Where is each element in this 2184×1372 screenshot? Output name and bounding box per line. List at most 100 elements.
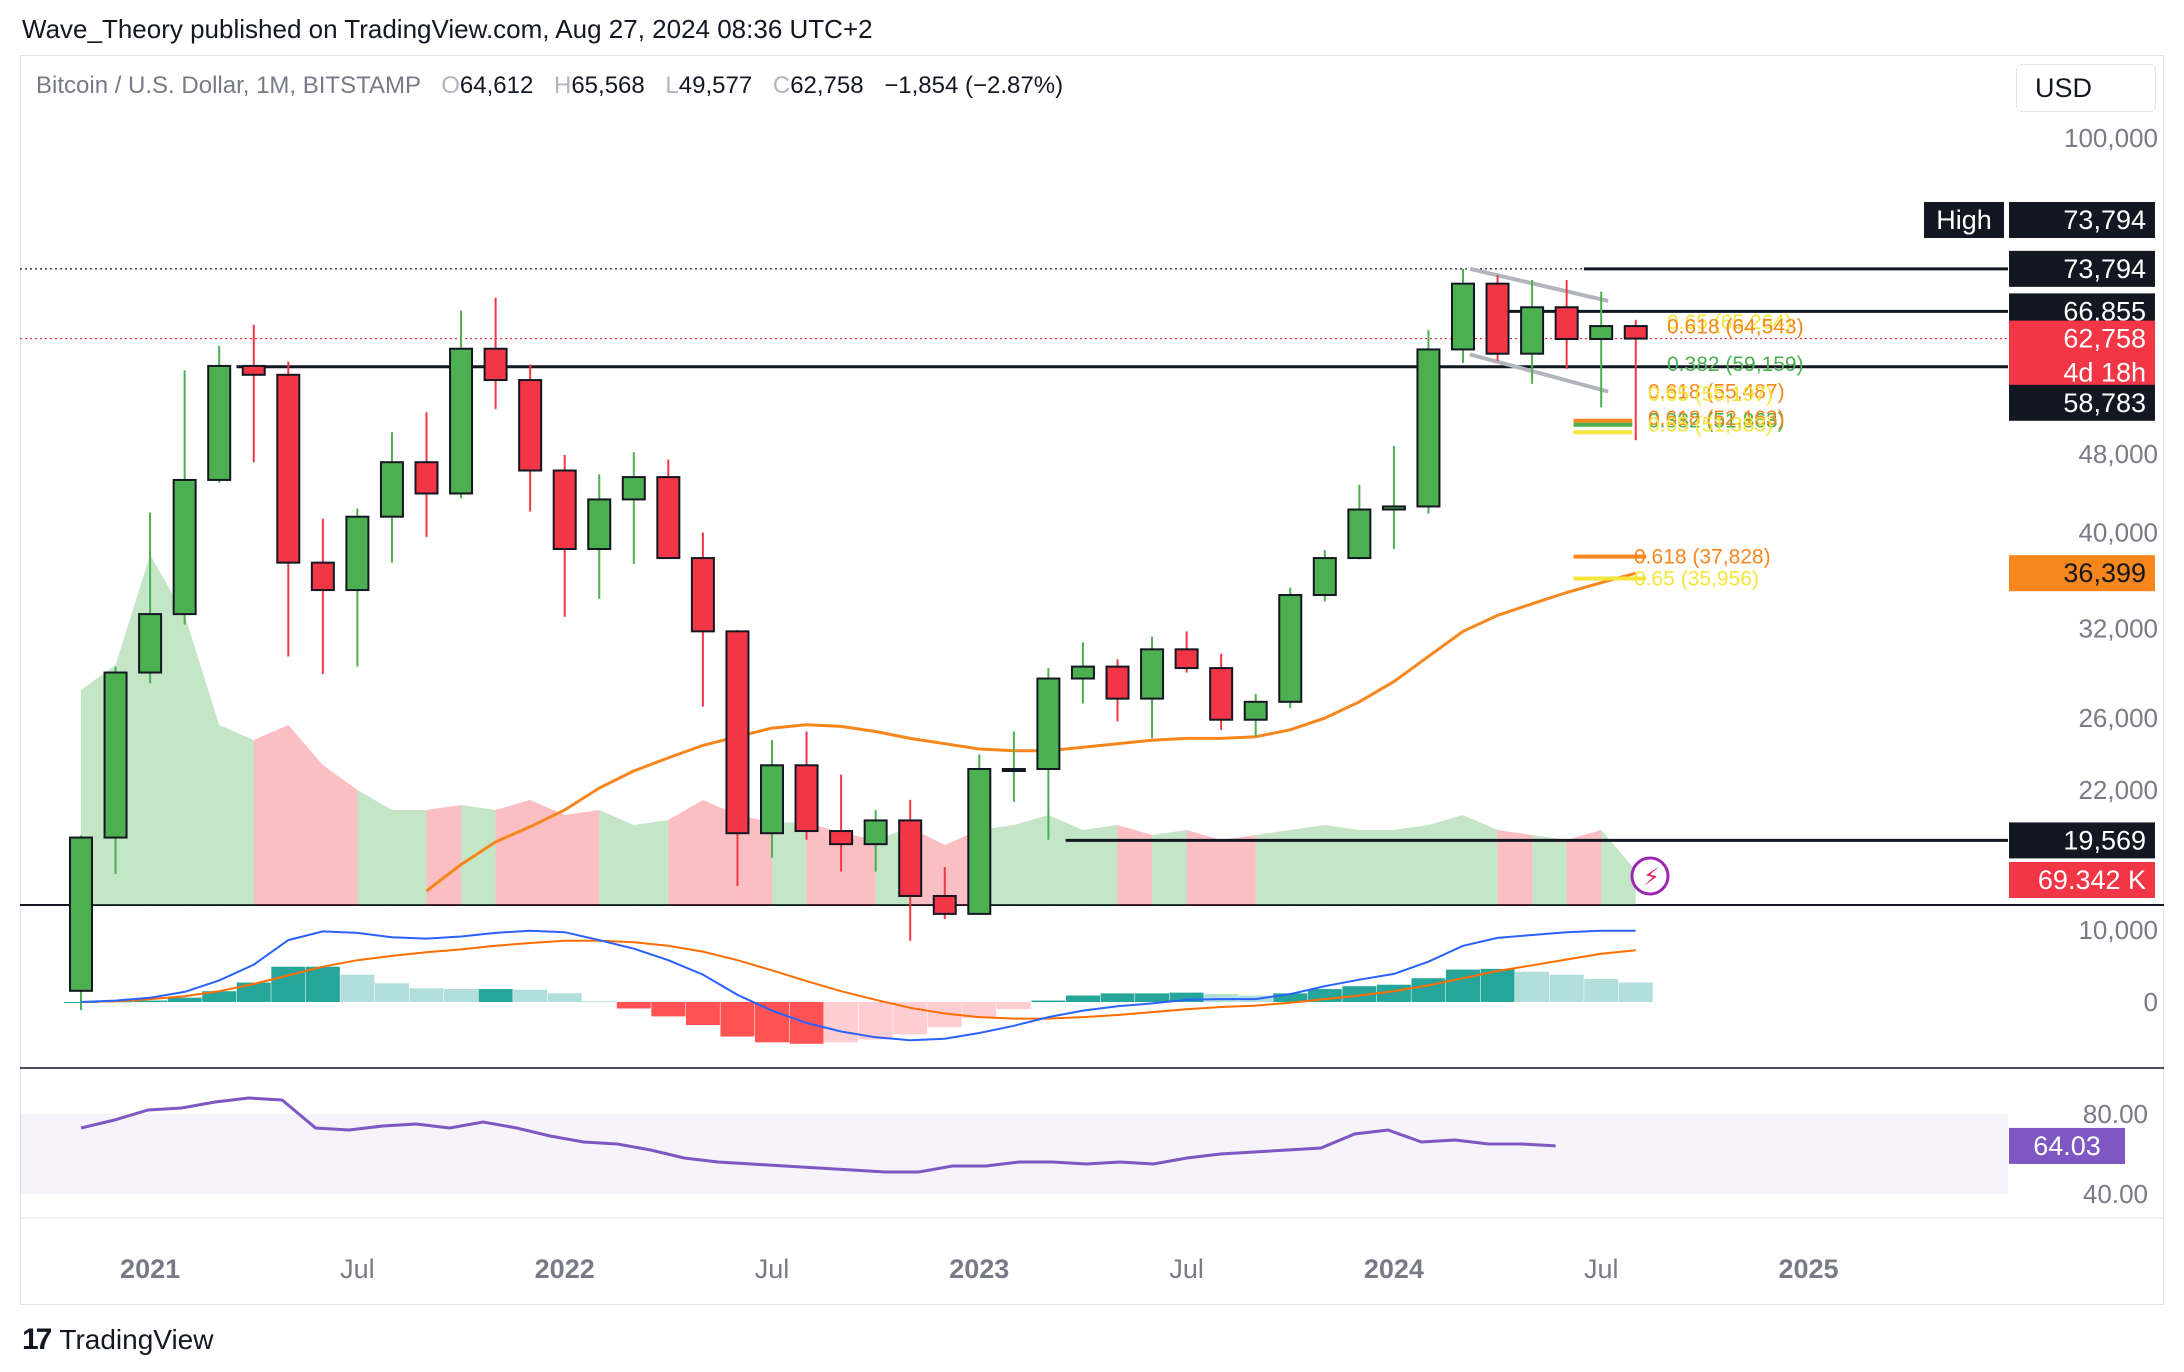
macd-signal-line: [80, 939, 1636, 1020]
macd-histogram-bar: [1446, 969, 1480, 1002]
ema-price-tag: 36,399: [2063, 558, 2146, 588]
candle-body: [172, 478, 197, 616]
macd-histogram-bar: [340, 974, 375, 1002]
rsi-value-tag: 64.03: [2033, 1131, 2101, 1161]
macd-histogram-bar: [996, 1002, 1031, 1010]
macd-histogram-bar: [1273, 993, 1308, 1002]
rsi-value-tag-bg: [2009, 1127, 2125, 1164]
volume-area-segment: [633, 820, 669, 905]
candle-body: [863, 819, 888, 846]
volume-tag: 69.342 K: [2038, 865, 2146, 895]
chart-frame: [20, 55, 2164, 1305]
candle-body: [103, 671, 128, 839]
volume-area-segment: [184, 615, 220, 905]
ema-price-tag-bg: [2009, 555, 2155, 592]
candle-body: [1589, 325, 1614, 341]
volume-area-segment: [1013, 815, 1049, 905]
candle-body: [414, 461, 439, 495]
high-tag-bg: [1924, 202, 2004, 238]
candle-body: [898, 819, 923, 897]
close-label: C: [772, 72, 791, 99]
candle-body: [621, 476, 646, 501]
currency-button[interactable]: USD: [2016, 64, 2156, 112]
macd-histogram-bar: [1411, 978, 1446, 1002]
fib-label: 0.382 (51,863): [1648, 410, 1785, 433]
candle-body: [1554, 306, 1579, 341]
volume-area-segment: [1152, 830, 1187, 905]
rsi-axis-tick: 40.00: [2083, 1179, 2148, 1209]
ohlc-legend: Bitcoin / U.S. Dollar, 1M, BITSTAMP O64,…: [36, 72, 1063, 100]
flag-upper-line: [1469, 266, 1609, 303]
macd-histogram-bar: [685, 1002, 720, 1026]
volume-area-segment: [495, 800, 531, 905]
volume-area-segment: [391, 810, 427, 905]
volume-area-segment: [737, 815, 772, 905]
candle-body: [1001, 767, 1026, 772]
volume-area-segment: [1117, 825, 1153, 905]
macd-histogram-bar: [444, 989, 479, 1002]
price-tag-19569-bg: [2009, 822, 2155, 859]
ema-line: [425, 571, 1637, 893]
price-axis-tick: 48,000: [2078, 439, 2158, 469]
candle-body: [1485, 282, 1510, 355]
rsi-band: [20, 1114, 2008, 1194]
macd-histogram-bar: [720, 1002, 755, 1037]
high-price-tag: 73,794: [2063, 205, 2146, 235]
rsi-line: [80, 1096, 1556, 1174]
macd-histogram-bar: [167, 997, 202, 1002]
macd-histogram-bar: [824, 1002, 859, 1043]
macd-histogram-bar: [409, 988, 444, 1002]
fib-label: 0.618 (64,543): [1667, 316, 1804, 339]
macd-histogram-bar: [1480, 968, 1515, 1002]
candle-body: [760, 764, 784, 835]
volume-area-segment: [219, 725, 254, 905]
tradingview-logo[interactable]: 17 TradingView: [22, 1320, 213, 1360]
volume-area-segment: [1290, 825, 1325, 905]
low-label: L: [665, 72, 679, 99]
volume-area-segment: [253, 725, 289, 905]
publisher-line: Wave_Theory published on TradingView.com…: [22, 14, 873, 44]
fib-label: 0.65 (51,383): [1648, 414, 1773, 437]
macd-histogram-bar: [1031, 1000, 1066, 1002]
macd-histogram-bar: [513, 989, 548, 1002]
candle-body: [1381, 505, 1406, 511]
macd-line: [80, 929, 1636, 1042]
price-tag-73794-bg: [2009, 250, 2155, 287]
open-label: O: [441, 72, 460, 99]
volume-area-segment: [288, 725, 323, 905]
time-axis-tick: Jul: [1584, 1254, 1619, 1284]
open-value: 64,612: [459, 72, 534, 99]
macd-histogram-bar: [1342, 986, 1377, 1002]
macd-histogram-bar: [1065, 995, 1100, 1002]
macd-histogram-bar: [64, 1002, 98, 1003]
candle-body: [1209, 667, 1234, 721]
time-axis-tick: 2023: [949, 1254, 1009, 1284]
candle-body: [1243, 700, 1268, 721]
fib-label: 0.65 (65,264): [1667, 311, 1792, 334]
time-axis-tick: 2025: [1778, 1254, 1838, 1284]
macd-histogram-bar: [1515, 971, 1550, 1002]
tradingview-logo-text: TradingView: [59, 1324, 214, 1355]
flag-lower-line: [1469, 352, 1609, 394]
macd-histogram-bar: [547, 993, 582, 1002]
candle-body: [241, 364, 266, 376]
macd-histogram-bar: [1549, 974, 1584, 1002]
volume-area-segment: [1255, 830, 1291, 905]
macd-histogram-bar: [305, 966, 340, 1002]
candle-body: [587, 498, 612, 551]
price-axis-tick: 100,000: [2064, 123, 2158, 153]
low-value: 49,577: [678, 72, 753, 99]
macd-histogram-bar: [616, 1002, 651, 1009]
price-tag-19569: 19,569: [2063, 825, 2146, 855]
price-axis-tick: 40,000: [2078, 518, 2158, 548]
candle-body: [1278, 594, 1303, 703]
candle-body: [1174, 648, 1199, 670]
macd-histogram-bar: [1204, 994, 1239, 1002]
candle-body: [1451, 282, 1475, 351]
time-axis-tick: 2022: [535, 1254, 595, 1284]
macd-histogram-bar: [858, 1002, 893, 1040]
macd-histogram-bar: [962, 1002, 997, 1018]
volume-area-segment: [841, 832, 876, 905]
macd-histogram-bar: [374, 983, 409, 1002]
